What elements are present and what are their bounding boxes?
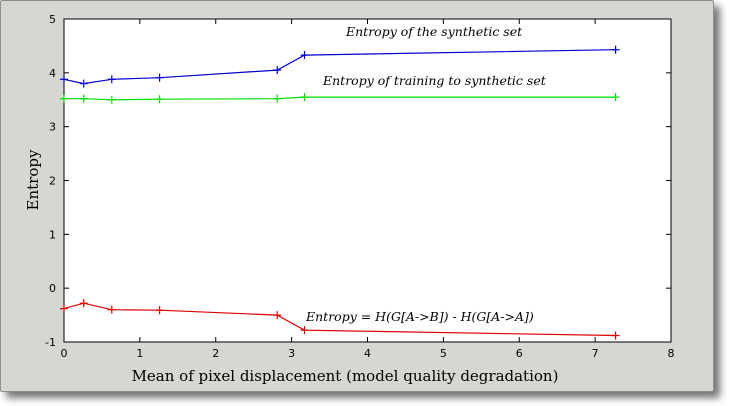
data-point-synthetic-set bbox=[107, 75, 116, 84]
data-point-training-to-synthetic bbox=[107, 95, 116, 104]
series-label-synthetic: Entropy of the synthetic set bbox=[345, 24, 523, 39]
data-point-synthetic-set bbox=[273, 66, 282, 75]
entropy-line-chart: 0 1 2 3 4 5 6 7 8 -1 0 1 2 3 4 5 Mean of pixel displace… bbox=[24, 13, 675, 385]
series-label-training: Entropy of training to synthetic set bbox=[322, 73, 547, 88]
data-point-entropy-difference bbox=[60, 304, 68, 313]
y-tick-label: -1 bbox=[45, 336, 56, 349]
data-point-training-to-synthetic bbox=[611, 93, 620, 102]
data-point-synthetic-set bbox=[300, 51, 309, 60]
plot-area bbox=[63, 18, 672, 343]
data-point-synthetic-set bbox=[60, 75, 68, 84]
data-point-training-to-synthetic bbox=[155, 95, 164, 104]
y-tick-label: 2 bbox=[49, 175, 56, 188]
data-point-entropy-difference bbox=[273, 311, 282, 320]
data-point-training-to-synthetic bbox=[300, 93, 309, 102]
data-point-synthetic-set bbox=[611, 45, 620, 54]
x-tick-label: 7 bbox=[592, 347, 599, 360]
y-tick-label: 4 bbox=[49, 67, 56, 80]
data-point-synthetic-set bbox=[79, 79, 88, 88]
data-point-entropy-difference bbox=[107, 305, 116, 314]
x-tick-label: 4 bbox=[364, 347, 371, 360]
x-tick-label: 5 bbox=[440, 347, 447, 360]
data-point-training-to-synthetic bbox=[60, 94, 68, 103]
series-label-difference: Entropy = H(G[A->B]) - H(G[A->A]) bbox=[305, 309, 534, 324]
y-tick-label: 0 bbox=[49, 282, 56, 295]
data-point-synthetic-set bbox=[155, 73, 164, 82]
y-tick-label: 3 bbox=[49, 121, 56, 134]
x-tick-label: 6 bbox=[516, 347, 523, 360]
x-tick-label: 2 bbox=[212, 347, 219, 360]
data-point-training-to-synthetic bbox=[273, 94, 282, 103]
y-tick-label: 1 bbox=[49, 228, 56, 241]
data-point-training-to-synthetic bbox=[79, 94, 88, 103]
x-axis-label: Mean of pixel displacement (model qualit… bbox=[132, 367, 559, 385]
x-tick-label: 1 bbox=[136, 347, 143, 360]
data-point-entropy-difference bbox=[300, 326, 309, 335]
data-point-entropy-difference bbox=[79, 299, 88, 308]
x-tick-label: 8 bbox=[668, 347, 675, 360]
x-tick-label: 3 bbox=[288, 347, 295, 360]
data-point-entropy-difference bbox=[611, 331, 620, 340]
x-tick-label: 0 bbox=[61, 347, 68, 360]
data-point-entropy-difference bbox=[155, 306, 164, 315]
y-tick-label: 5 bbox=[49, 13, 56, 26]
y-axis-label: Entropy bbox=[24, 149, 42, 210]
